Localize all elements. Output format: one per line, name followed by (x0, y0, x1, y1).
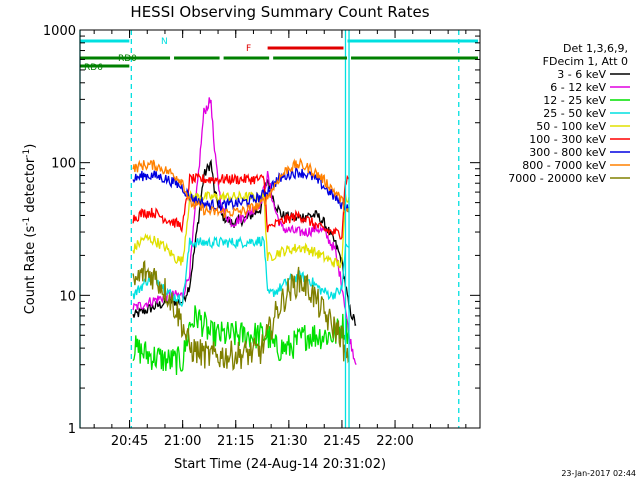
status-bar-label-0: N (161, 37, 168, 47)
series-layer (132, 97, 357, 376)
y-axis-label: Count Rate (s-1 detector-1) (22, 144, 38, 315)
x-tick-label-1: 21:00 (164, 434, 201, 449)
legend-label-6: 300 - 800 keV (529, 146, 606, 159)
legend-label-4: 50 - 100 keV (536, 120, 606, 133)
x-tick-label-3: 21:30 (270, 434, 307, 449)
date-stamp: 23-Jan-2017 02:44 (561, 469, 636, 478)
y-tick-label-1: 10 (59, 289, 76, 304)
series-line-2 (132, 305, 350, 376)
plot-frame (79, 29, 481, 429)
legend-label-3: 25 - 50 keV (543, 107, 606, 120)
series-line-3 (132, 235, 350, 308)
legend-label-7: 800 - 7000 keV (522, 159, 606, 172)
axis-ticks: 20:45 21:00 21:15 21:30 21:45 22:00 1 10 100 1000 (43, 24, 480, 449)
legend-header-line-1: Det 1,3,6,9, (563, 42, 628, 55)
saa-markers (79, 30, 460, 428)
series-line-1 (132, 97, 357, 365)
series-line-4 (132, 189, 350, 269)
y-tick-label-0: 1 (68, 422, 76, 437)
status-bars: N F RD0 RD6 (80, 37, 478, 73)
status-bar-label-3: RD6 (84, 63, 103, 73)
x-tick-label-4: 21:45 (323, 434, 360, 449)
y-tick-label-3: 1000 (43, 24, 76, 39)
series-line-5 (132, 172, 350, 240)
x-axis-label: Start Time (24-Aug-14 20:31:02) (174, 457, 386, 472)
status-bar-label-2: RD0 (118, 54, 137, 64)
status-bar-label-1: F (246, 44, 251, 54)
legend-label-8: 7000 - 20000 keV (508, 172, 606, 185)
chart-title: HESSI Observing Summary Count Rates (130, 3, 429, 21)
x-tick-label-2: 21:15 (217, 434, 254, 449)
series-line-8 (132, 259, 350, 371)
x-tick-label-0: 20:45 (111, 434, 148, 449)
legend-label-5: 100 - 300 keV (529, 133, 606, 146)
y-tick-label-2: 100 (51, 157, 76, 172)
legend-label-0: 3 - 6 keV (557, 68, 606, 81)
series-line-7 (132, 157, 350, 219)
legend-header-line-2: FDecim 1, Att 0 (543, 55, 628, 68)
legend-label-2: 12 - 25 keV (543, 94, 606, 107)
x-tick-label-5: 22:00 (376, 434, 413, 449)
legend-label-1: 6 - 12 keV (550, 81, 606, 94)
